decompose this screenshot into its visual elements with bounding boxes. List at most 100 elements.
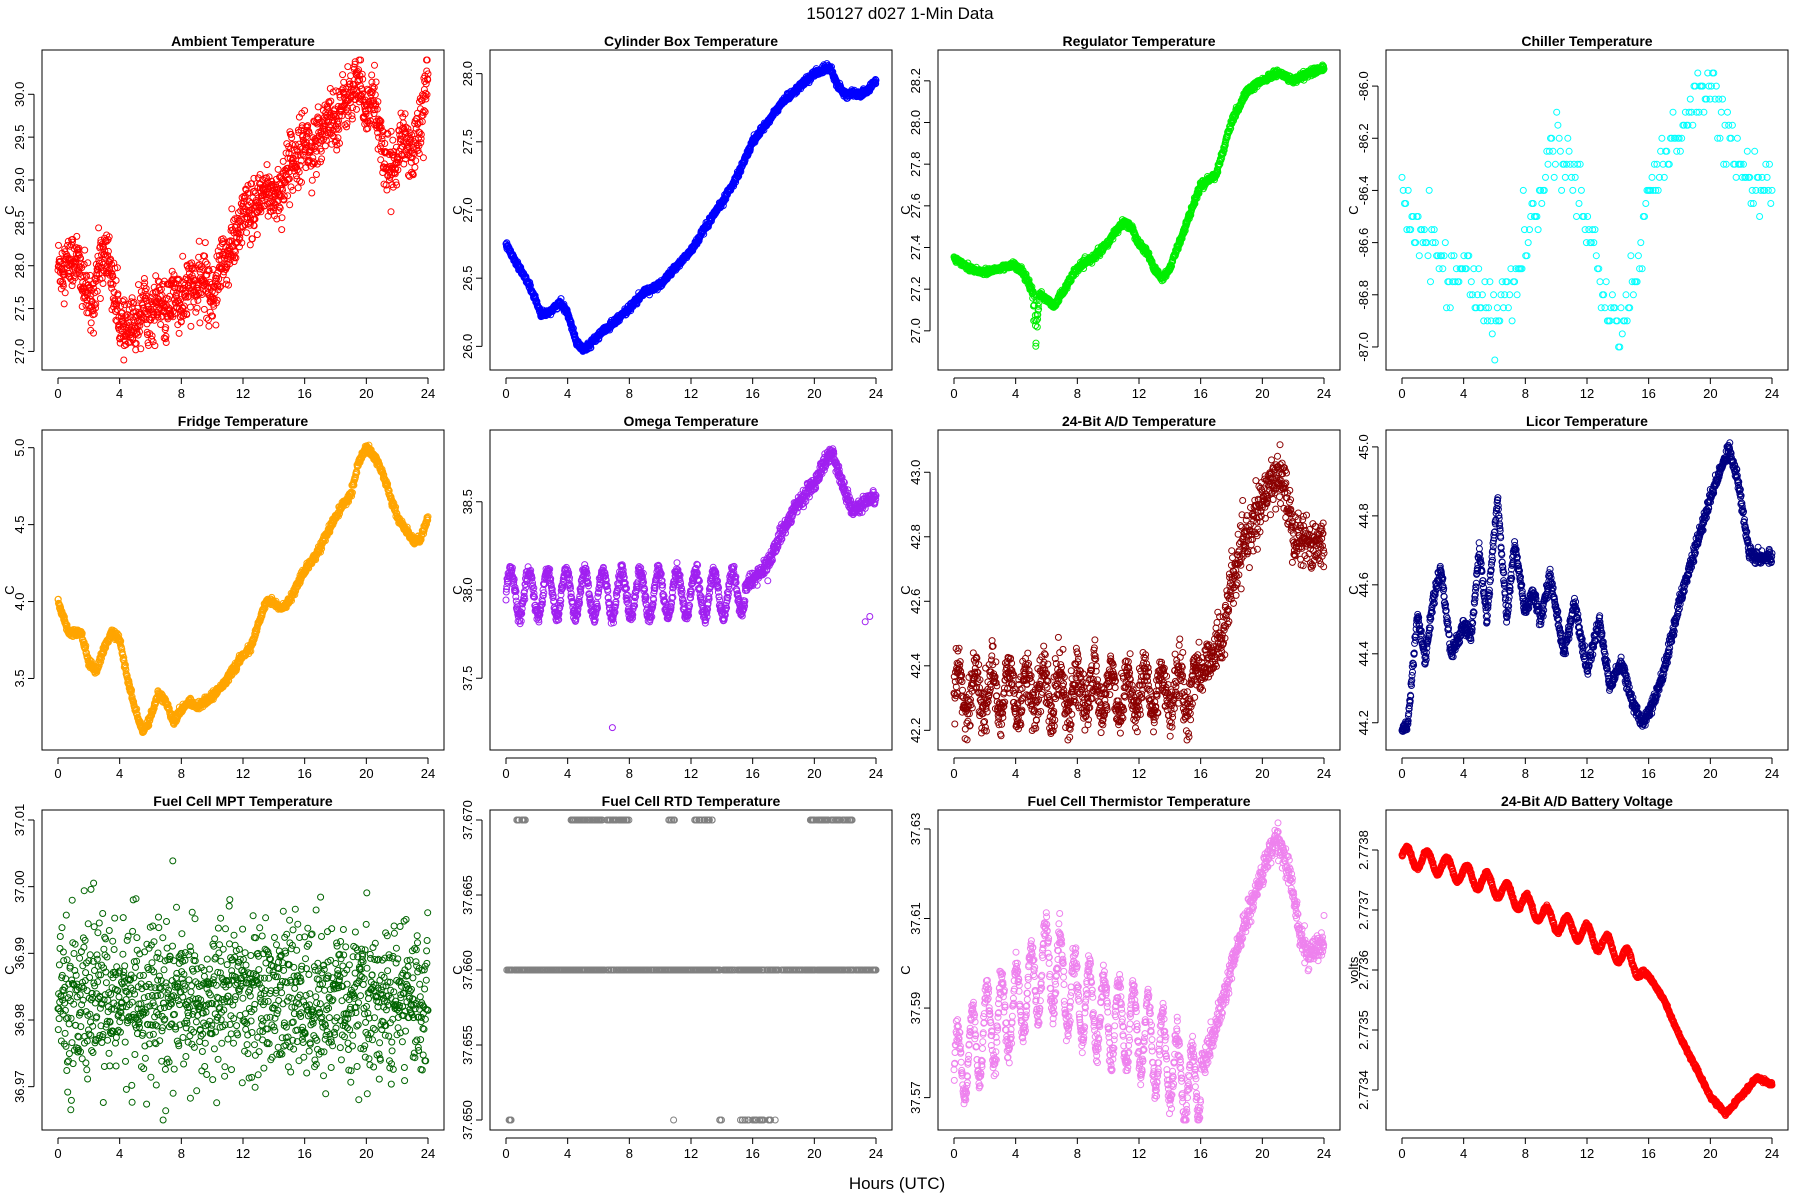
data-point xyxy=(187,322,195,330)
data-point xyxy=(1592,252,1600,260)
x-tick-label: 16 xyxy=(297,386,311,401)
y-tick-label: 27.5 xyxy=(12,296,27,321)
data-point xyxy=(205,322,213,330)
data-point xyxy=(67,275,75,283)
data-point xyxy=(253,231,261,239)
data-point xyxy=(1446,304,1454,312)
data-point xyxy=(1596,278,1604,286)
data-point xyxy=(135,281,142,289)
data-point xyxy=(1558,186,1566,194)
data-point xyxy=(1571,173,1579,181)
data-point xyxy=(1569,186,1577,194)
data-point xyxy=(114,290,122,298)
data-point xyxy=(1743,147,1751,155)
data-point xyxy=(66,267,74,275)
data-point xyxy=(1493,304,1501,312)
data-point xyxy=(1648,173,1656,181)
x-tick-label: 0 xyxy=(54,386,61,401)
data-point xyxy=(113,301,121,309)
data-point xyxy=(1768,186,1776,194)
data-point xyxy=(107,280,115,288)
data-point xyxy=(317,147,325,155)
y-tick-label: 29.0 xyxy=(12,167,27,192)
data-point xyxy=(1669,108,1677,116)
y-tick-label: -87.0 xyxy=(1356,332,1371,362)
y-tick-label: 30.0 xyxy=(12,82,27,107)
x-tick-label: 0 xyxy=(1398,386,1405,401)
y-axis-label: C xyxy=(1346,205,1361,214)
x-tick-label: 20 xyxy=(807,386,821,401)
y-tick-label: 28.0 xyxy=(460,61,475,86)
data-point xyxy=(344,63,352,71)
data-point xyxy=(96,295,104,302)
x-tick-label: 12 xyxy=(236,386,250,401)
data-point xyxy=(243,229,250,237)
x-tick-label: 8 xyxy=(178,766,185,781)
data-point xyxy=(111,264,119,272)
data-point xyxy=(196,319,204,327)
y-tick-label: 28.5 xyxy=(12,210,27,235)
data-point xyxy=(1658,134,1666,142)
y-tick-label: 3.5 xyxy=(12,669,27,687)
data-point xyxy=(1564,134,1572,142)
data-point xyxy=(201,239,209,247)
x-tick-label: 16 xyxy=(745,386,759,401)
data-point xyxy=(339,71,347,79)
data-point xyxy=(120,356,128,364)
y-tick-label: 4.5 xyxy=(12,516,27,534)
data-point xyxy=(80,260,88,268)
data-point xyxy=(98,274,106,282)
data-point xyxy=(1756,213,1764,220)
x-tick-label: 24 xyxy=(1765,386,1779,401)
y-tick-label: 27.4 xyxy=(908,235,923,260)
x-tick-label: 20 xyxy=(359,766,373,781)
data-point xyxy=(1577,186,1585,194)
chart-title: Regulator Temperature xyxy=(1063,33,1216,49)
data-point xyxy=(59,282,67,290)
y-tick-label: -86.4 xyxy=(1356,176,1371,206)
data-point xyxy=(1534,226,1542,234)
data-point xyxy=(1524,239,1532,247)
data-point xyxy=(353,105,360,113)
y-tick-label: 27.0 xyxy=(908,318,923,343)
data-point xyxy=(1561,173,1569,181)
chart-title: Ambient Temperature xyxy=(171,33,315,49)
data-point xyxy=(294,184,302,192)
x-tick-label: 24 xyxy=(421,766,435,781)
x-tick-label: 16 xyxy=(297,766,311,781)
data-point xyxy=(228,205,236,213)
y-tick-label: 28.0 xyxy=(12,253,27,278)
data-point xyxy=(411,163,419,171)
data-point xyxy=(212,321,220,329)
y-tick-label: -86.6 xyxy=(1356,228,1371,258)
data-point xyxy=(1608,291,1616,299)
y-tick-label: -86.8 xyxy=(1356,280,1371,310)
data-point xyxy=(1508,317,1516,325)
x-tick-label: 16 xyxy=(1193,386,1207,401)
x-tick-label: 12 xyxy=(236,766,250,781)
x-tick-label: 12 xyxy=(684,386,698,401)
data-point xyxy=(108,284,116,292)
x-tick-label: 4 xyxy=(1012,386,1019,401)
x-tick-label: 0 xyxy=(950,386,957,401)
data-point xyxy=(68,238,76,246)
data-point xyxy=(175,329,183,337)
data-point xyxy=(1767,200,1775,207)
data-point xyxy=(1676,147,1684,155)
data-point xyxy=(371,61,378,69)
data-point xyxy=(1553,108,1561,116)
y-tick-label: 4.0 xyxy=(12,592,27,610)
data-point xyxy=(112,277,120,284)
data-point xyxy=(246,241,254,249)
x-tick-label: 4 xyxy=(116,766,123,781)
y-tick-label: 27.6 xyxy=(908,193,923,218)
data-point xyxy=(77,254,85,262)
data-point xyxy=(1415,252,1423,260)
data-point xyxy=(1033,323,1041,331)
y-tick-label: 27.0 xyxy=(460,197,475,222)
data-point xyxy=(1519,186,1527,194)
y-tick-label: 26.0 xyxy=(460,334,475,359)
